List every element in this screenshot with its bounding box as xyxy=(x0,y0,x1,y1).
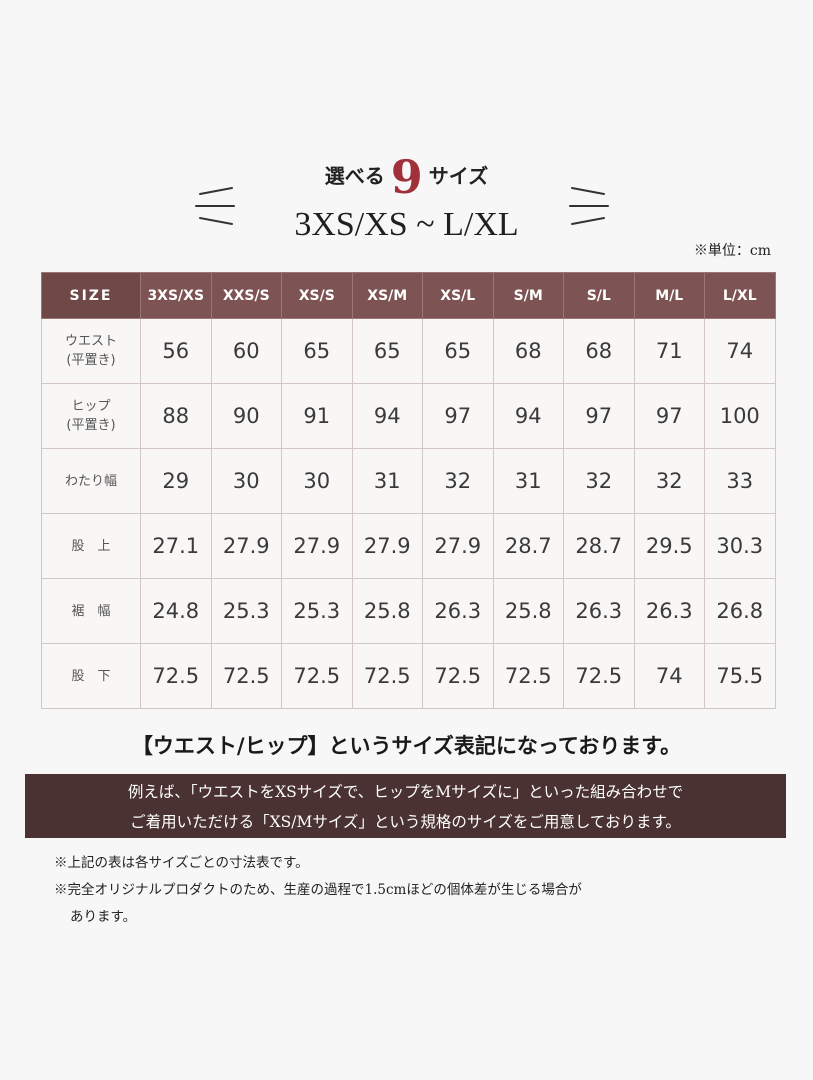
row-label: 股 上 xyxy=(41,513,141,579)
table-cell: 30.3 xyxy=(704,513,776,579)
table-cell: 65 xyxy=(281,318,353,384)
row-label: わたり幅 xyxy=(41,448,141,514)
table-cell: 100 xyxy=(704,383,776,449)
table-cell: 65 xyxy=(422,318,494,384)
table-cell: 72.5 xyxy=(422,643,494,709)
table-cell: 90 xyxy=(210,383,282,449)
table-cell: 74 xyxy=(633,643,705,709)
table-cell: 30 xyxy=(210,448,282,514)
example-banner: 例えば、「ウエストをXSサイズで、ヒップをMサイズに」といった組み合わせで ご着… xyxy=(25,774,786,838)
table-cell: 26.8 xyxy=(704,578,776,644)
table-cell: 88 xyxy=(140,383,212,449)
size-column-header: XS/S xyxy=(281,272,353,319)
table-cell: 97 xyxy=(422,383,494,449)
table-cell: 72.5 xyxy=(492,643,564,709)
table-cell: 94 xyxy=(492,383,564,449)
size-range-title: 3XS/XS ~ L/XL xyxy=(294,206,519,243)
size-column-header: 3XS/XS xyxy=(140,272,212,319)
table-cell: 74 xyxy=(704,318,776,384)
table-cell: 30 xyxy=(281,448,353,514)
table-cell: 25.8 xyxy=(492,578,564,644)
table-row: 股 下 72.5 72.5 72.5 72.5 72.5 72.5 72.5 7… xyxy=(41,643,776,709)
row-label: 裾 幅 xyxy=(41,578,141,644)
table-cell: 25.3 xyxy=(281,578,353,644)
table-cell: 68 xyxy=(563,318,635,384)
table-cell: 31 xyxy=(492,448,564,514)
table-cell: 31 xyxy=(351,448,423,514)
table-cell: 32 xyxy=(422,448,494,514)
table-cell: 29 xyxy=(140,448,212,514)
table-row: わたり幅 29 30 30 31 32 31 32 32 33 xyxy=(41,448,776,514)
table-cell: 68 xyxy=(492,318,564,384)
table-cell: 29.5 xyxy=(633,513,705,579)
footnote-continuation: あります。 xyxy=(70,909,137,925)
table-cell: 72.5 xyxy=(140,643,212,709)
table-cell: 25.3 xyxy=(210,578,282,644)
table-row: 股 上 27.1 27.9 27.9 27.9 27.9 28.7 28.7 2… xyxy=(41,513,776,579)
table-cell: 94 xyxy=(351,383,423,449)
size-notation-note: 【ウエスト/ヒップ】というサイズ表記になっております。 xyxy=(131,733,682,758)
table-cell: 26.3 xyxy=(563,578,635,644)
table-row: ウエスト (平置き) 56 60 65 65 65 68 68 71 74 xyxy=(41,318,776,384)
selectable-sizes-heading: 選べる 9 サイズ xyxy=(0,150,813,210)
table-cell: 75.5 xyxy=(704,643,776,709)
unit-note: ※単位：cm xyxy=(693,243,771,259)
table-row: ヒップ (平置き) 88 90 91 94 97 94 97 97 100 xyxy=(41,383,776,449)
table-cell: 72.5 xyxy=(351,643,423,709)
table-cell: 72.5 xyxy=(563,643,635,709)
table-cell: 71 xyxy=(633,318,705,384)
table-cell: 32 xyxy=(633,448,705,514)
size-header-row: SIZE 3XS/XS XXS/S XS/S XS/M XS/L S/M S/L… xyxy=(41,272,776,319)
table-cell: 33 xyxy=(704,448,776,514)
table-cell: 26.3 xyxy=(422,578,494,644)
size-column-header: S/L xyxy=(563,272,635,319)
table-cell: 27.9 xyxy=(210,513,282,579)
row-label: ウエスト (平置き) xyxy=(41,318,141,384)
table-cell: 72.5 xyxy=(210,643,282,709)
heading-suffix: サイズ xyxy=(428,164,489,188)
banner-line: 例えば、「ウエストをXSサイズで、ヒップをMサイズに」といった組み合わせで xyxy=(127,783,684,801)
table-cell: 27.9 xyxy=(281,513,353,579)
heading-prefix: 選べる xyxy=(324,164,385,188)
table-cell: 97 xyxy=(633,383,705,449)
size-column-header: L/XL xyxy=(704,272,776,319)
table-cell: 26.3 xyxy=(633,578,705,644)
row-label: 股 下 xyxy=(41,643,141,709)
size-column-header: S/M xyxy=(492,272,564,319)
table-cell: 27.9 xyxy=(422,513,494,579)
table-cell: 56 xyxy=(140,318,212,384)
size-column-header: XS/M xyxy=(351,272,423,319)
size-column-header: XXS/S xyxy=(210,272,282,319)
table-cell: 97 xyxy=(563,383,635,449)
table-cell: 60 xyxy=(210,318,282,384)
size-chart-table: SIZE 3XS/XS XXS/S XS/S XS/M XS/L S/M S/L… xyxy=(41,272,776,709)
footnote: ※完全オリジナルプロダクトのため、生産の過程で1.5cmほどの個体差が生じる場合… xyxy=(54,882,582,898)
table-cell: 27.9 xyxy=(351,513,423,579)
table-row: 裾 幅 24.8 25.3 25.3 25.8 26.3 25.8 26.3 2… xyxy=(41,578,776,644)
row-label: ヒップ (平置き) xyxy=(41,383,141,449)
footnotes: ※上記の表は各サイズごとの寸法表です。 ※完全オリジナルプロダクトのため、生産の… xyxy=(54,850,784,931)
footnote: ※上記の表は各サイズごとの寸法表です。 xyxy=(54,855,309,871)
table-cell: 28.7 xyxy=(563,513,635,579)
heading-size-count: 9 xyxy=(390,150,423,204)
size-column-header: XS/L xyxy=(422,272,494,319)
table-cell: 72.5 xyxy=(281,643,353,709)
table-cell: 27.1 xyxy=(140,513,212,579)
size-column-header: M/L xyxy=(633,272,705,319)
banner-line: ご着用いただける「XS/Mサイズ」という規格のサイズをご用意しております。 xyxy=(130,813,681,831)
table-cell: 91 xyxy=(281,383,353,449)
emphasis-lines-right-icon xyxy=(562,180,612,230)
table-cell: 32 xyxy=(563,448,635,514)
table-cell: 25.8 xyxy=(351,578,423,644)
size-column-header: SIZE xyxy=(41,272,141,319)
table-cell: 24.8 xyxy=(140,578,212,644)
table-cell: 65 xyxy=(351,318,423,384)
emphasis-lines-left-icon xyxy=(192,180,242,230)
table-cell: 28.7 xyxy=(492,513,564,579)
